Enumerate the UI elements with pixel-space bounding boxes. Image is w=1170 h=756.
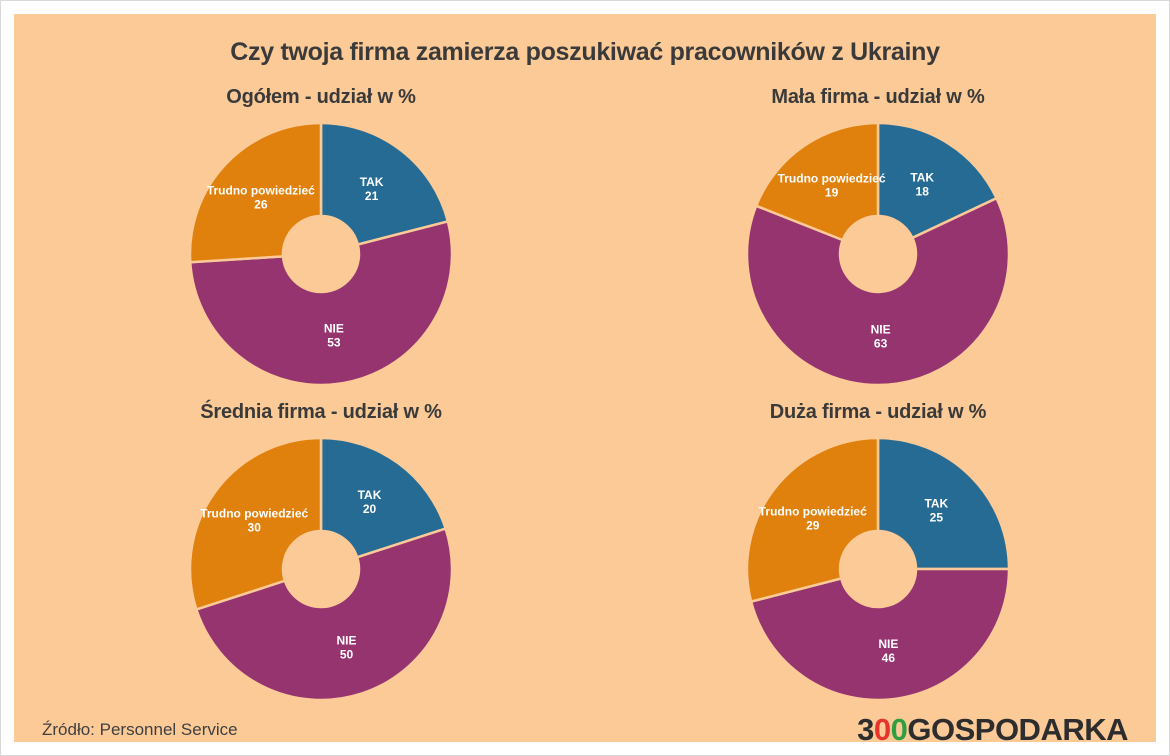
donut-slice-trudno-powiedziec [188,436,323,612]
donut-chart-duza-firma: TAK 25 NIE 46 Trudno powiedzieć 29 [745,436,1011,702]
donut-slice-trudno-powiedziec [188,121,323,264]
slice-label-tak: TAK 21 [360,175,384,203]
chart-srednia-firma: Średnia firma - udział w % TAK 20 NIE 50 Tru… [141,401,501,710]
donut-slice-tak [876,436,1011,571]
donut-slice-nie [745,196,1011,387]
slice-label-trudno-powiedziec: Trudno powiedzieć 30 [200,506,308,534]
slice-label-trudno-powiedziec: Trudno powiedzieć 19 [778,172,886,200]
donut-slice-tak [876,121,999,240]
chart-title-mala-firma: Mała firma - udział w % [771,86,985,108]
slice-label-tak: TAK 25 [924,497,948,525]
source-note: Źródło: Personnel Service [42,720,238,739]
slice-label-tak: TAK 18 [910,170,934,198]
donut-slice-nie [188,219,454,387]
chart-mala-firma: Mała firma - udział w % TAK 18 NIE 63 Trudno… [698,86,1058,395]
logo-part-zero-green: 0 [890,712,908,747]
slice-label-nie: NIE 53 [324,322,344,350]
chart-title-duza-firma: Duża firma - udział w % [769,401,987,423]
slice-label-trudno-powiedziec: Trudno powiedzieć 26 [207,184,315,212]
donut-chart-ogolem: TAK 21 NIE 53 Trudno powiedzieć 26 [188,121,454,387]
chart-title-srednia-firma: Średnia firma - udział w % [200,401,442,423]
slice-label-nie: NIE 63 [871,322,891,350]
main-title: Czy twoja firma zamierza poszukiwać prac… [230,38,940,66]
donut-slice-nie [749,567,1011,702]
donut-slice-tak [319,436,448,559]
slice-label-nie: NIE 50 [336,633,356,661]
logo-part-zero-red: 0 [873,712,891,747]
donut-slice-nie [194,526,454,701]
slice-label-nie: NIE 46 [878,637,898,665]
logo-part-gospodarka: GOSPODARKA [907,712,1128,747]
slice-label-trudno-powiedziec: Trudno powiedzieć 29 [759,504,867,532]
donut-slice-trudno-powiedziec [745,436,880,604]
infographic-canvas: Czy twoja firma zamierza poszukiwać prac… [14,14,1156,747]
chart-ogolem: Ogółem - udział w % TAK 21 NIE 53 Trudno pow… [141,86,501,395]
slice-label-tak: TAK 20 [358,488,382,516]
logo-300gospodarka: 300GOSPODARKA [857,712,1128,748]
donut-slice-trudno-powiedziec [754,121,880,242]
chart-duza-firma: Duża firma - udział w % TAK 25 NIE 46 Trudno… [698,401,1058,710]
logo-part-3: 3 [857,712,874,747]
donut-slice-tak [319,121,450,247]
donut-chart-mala-firma: TAK 18 NIE 63 Trudno powiedzieć 19 [745,121,1011,387]
chart-title-ogolem: Ogółem - udział w % [226,86,416,108]
donut-chart-srednia-firma: TAK 20 NIE 50 Trudno powiedzieć 30 [188,436,454,701]
